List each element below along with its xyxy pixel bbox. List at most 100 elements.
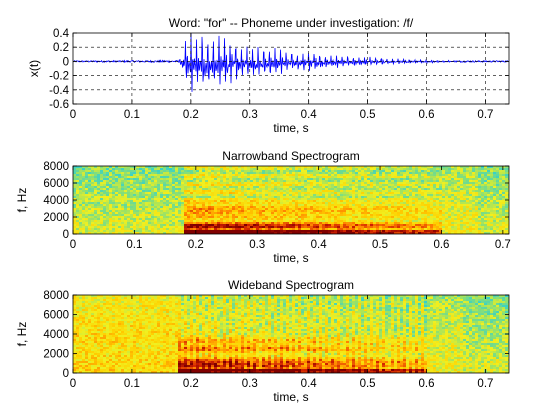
spectrogram-cell	[367, 168, 370, 170]
spectrogram-cell	[298, 202, 301, 204]
spectrogram-cell	[346, 222, 349, 224]
spectrogram-cell	[478, 214, 481, 216]
spectrogram-cell	[304, 170, 307, 172]
spectrogram-cell	[217, 206, 220, 208]
spectrogram-cell	[202, 188, 205, 190]
spectrogram-cell	[109, 216, 112, 218]
spectrogram-cell	[262, 204, 265, 206]
spectrogram-cell	[496, 224, 499, 226]
spectrogram-cell	[322, 174, 325, 176]
spectrogram-cell	[316, 214, 319, 216]
spectrogram-cell	[295, 168, 298, 170]
spectrogram-cell	[241, 170, 244, 172]
spectrogram-cell	[94, 170, 97, 172]
spectrogram-cell	[397, 230, 400, 232]
spectrogram-cell	[268, 214, 271, 216]
spectrogram-cell	[418, 170, 421, 172]
spectrogram-cell	[334, 204, 337, 206]
spectrogram-cell	[100, 186, 103, 188]
spectrogram-cell	[79, 224, 82, 226]
spectrogram-cell	[307, 230, 310, 232]
spectrogram-cell	[175, 216, 178, 218]
spectrogram-cell	[424, 188, 427, 190]
spectrogram-cell	[208, 196, 211, 198]
spectrogram-cell	[310, 172, 313, 174]
spectrogram-cell	[379, 210, 382, 212]
spectrogram-cell	[448, 188, 451, 190]
spectrogram-cell	[439, 196, 442, 198]
spectrogram-cell	[79, 186, 82, 188]
spectrogram-cell	[376, 188, 379, 190]
spectrogram-cell	[475, 170, 478, 172]
spectrogram-cell	[463, 224, 466, 226]
spectrogram-cell	[307, 190, 310, 192]
spectrogram-cell	[94, 214, 97, 216]
spectrogram-cell	[82, 210, 85, 212]
spectrogram-cell	[199, 220, 202, 222]
spectrogram-cell	[298, 198, 301, 200]
spectrogram-cell	[256, 172, 259, 174]
spectrogram-cell	[193, 210, 196, 212]
spectrogram-cell	[286, 226, 289, 228]
spectrogram-cell	[319, 184, 322, 186]
spectrogram-cell	[415, 230, 418, 232]
spectrogram-cell	[187, 208, 190, 210]
spectrogram-cell	[250, 178, 253, 180]
spectrogram-cell	[226, 222, 229, 224]
spectrogram-cell	[412, 224, 415, 226]
spectrogram-cell	[271, 220, 274, 222]
spectrogram-cell	[325, 202, 328, 204]
spectrogram-cell	[445, 222, 448, 224]
spectrogram-cell	[178, 232, 181, 234]
spectrogram-cell	[460, 184, 463, 186]
spectrogram-cell	[241, 196, 244, 198]
spectrogram-cell	[490, 170, 493, 172]
spectrogram-cell	[361, 226, 364, 228]
spectrogram-cell	[121, 178, 124, 180]
spectrogram-cell	[436, 176, 439, 178]
spectrogram-cell	[289, 220, 292, 222]
spectrogram-cell	[337, 170, 340, 172]
spectrogram-cell	[310, 214, 313, 216]
spectrogram-cell	[85, 228, 88, 230]
spectrogram-cell	[409, 212, 412, 214]
spectrogram-cell	[133, 206, 136, 208]
spectrogram-cell	[196, 174, 199, 176]
spectrogram-cell	[361, 184, 364, 186]
spectrogram-cell	[244, 196, 247, 198]
spectrogram-cell	[421, 232, 424, 234]
spectrogram-cell	[271, 212, 274, 214]
spectrogram-cell	[247, 168, 250, 170]
spectrogram-cell	[187, 170, 190, 172]
spectrogram-cell	[226, 194, 229, 196]
spectrogram-cell	[337, 184, 340, 186]
spectrogram-cell	[445, 230, 448, 232]
spectrogram-cell	[481, 180, 484, 182]
spectrogram-cell	[355, 218, 358, 220]
spectrogram-cell	[328, 174, 331, 176]
spectrogram-cell	[472, 210, 475, 212]
spectrogram-cell	[238, 232, 241, 234]
spectrogram-cell	[313, 190, 316, 192]
spectrogram-cell	[217, 224, 220, 226]
spectrogram-cell	[88, 212, 91, 214]
spectrogram-cell	[391, 202, 394, 204]
spectrogram-cell	[502, 186, 505, 188]
spectrogram-cell	[364, 212, 367, 214]
spectrogram-cell	[361, 182, 364, 184]
spectrogram-cell	[478, 212, 481, 214]
spectrogram-cell	[259, 206, 262, 208]
spectrogram-cell	[277, 206, 280, 208]
spectrogram-cell	[424, 178, 427, 180]
spectrogram-cell	[262, 220, 265, 222]
spectrogram-cell	[283, 176, 286, 178]
spectrogram-cell	[85, 232, 88, 234]
spectrogram-cell	[358, 218, 361, 220]
spectrogram-cell	[352, 230, 355, 232]
spectrogram-cell	[442, 198, 445, 200]
spectrogram-cell	[391, 166, 394, 168]
spectrogram-cell	[244, 184, 247, 186]
spectrogram-cell	[274, 180, 277, 182]
spectrogram-cell	[352, 178, 355, 180]
spectrogram-cell	[487, 174, 490, 176]
